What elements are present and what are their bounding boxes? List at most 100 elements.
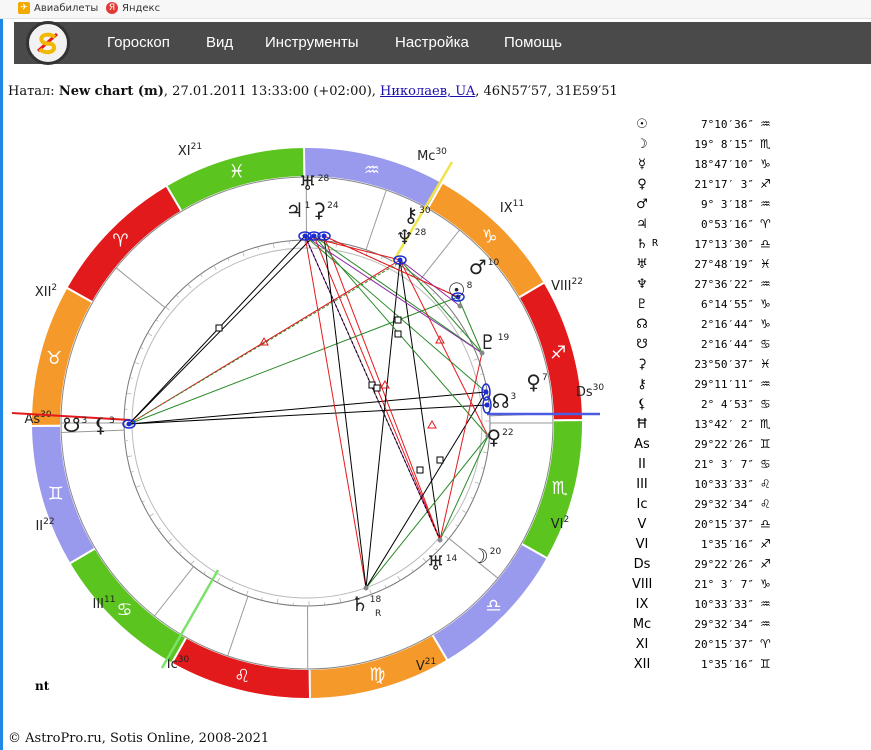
position-row: ☿ 18°47′10″ ♑ (628, 155, 868, 175)
planet-degree: 19 (498, 333, 510, 343)
degree-tick (216, 577, 221, 583)
astropro-logo[interactable] (26, 21, 70, 65)
planet-point-marker (393, 255, 407, 265)
planet-point (437, 537, 443, 543)
position-sign: ♌ (760, 497, 771, 511)
position-symbol: Mc (632, 617, 652, 632)
plane-icon: ✈ (18, 2, 30, 14)
position-symbol: ⚸ (637, 397, 647, 412)
position-degree: 27°48′19″ (694, 258, 754, 271)
degree-tick (135, 485, 141, 488)
position-row: ♆ 27°36′22″ ♒ (628, 275, 868, 295)
sign-glyph: ♑ (481, 226, 497, 247)
position-sign: ♏ (760, 137, 771, 151)
degree-tick (369, 589, 372, 595)
degree-tick (213, 265, 217, 271)
place-link[interactable]: Николаев, UA (380, 84, 476, 99)
aspect-line (399, 259, 461, 307)
aspect-square-marker (394, 316, 402, 324)
position-symbol: ♄ (636, 237, 648, 252)
position-degree: 7°10′36″ (701, 118, 754, 131)
planet-point (479, 350, 485, 356)
planet-degree: 30 (419, 206, 431, 216)
house-cusp-line (115, 267, 166, 308)
position-degree: 13°42′ 2″ (694, 418, 754, 431)
planet-point (126, 421, 132, 427)
position-sign: ♊ (760, 657, 771, 671)
position-sign: ♐ (760, 537, 771, 551)
position-degree: 29°32′34″ (694, 498, 754, 511)
position-row: Ħ 13°42′ 2″ ♏ (628, 415, 868, 435)
position-symbol: ☽ (636, 137, 648, 152)
aspect-square-marker (373, 384, 381, 392)
position-symbol: VIII (632, 577, 653, 592)
aspect-square-marker (215, 324, 223, 332)
degree-tick (411, 569, 414, 572)
planet-glyph: ♅28 (299, 171, 330, 195)
aspect-line (399, 259, 489, 437)
planet-degree: 22 (502, 428, 513, 438)
degree-tick (480, 373, 484, 375)
degree-tick (473, 358, 479, 361)
menu-tools[interactable]: Инструменты (265, 34, 359, 51)
planet-point (302, 233, 308, 239)
aspect-line (313, 235, 483, 354)
position-degree: 21° 3′ 7″ (694, 578, 754, 591)
menu-horoscope[interactable]: Гороскоп (107, 34, 170, 51)
position-sign: ♑ (760, 317, 771, 331)
sign-glyph: ♋ (116, 600, 132, 621)
degree-tick (380, 256, 383, 260)
top-navbar: Гороскоп Вид Инструменты Настройка Помощ… (14, 21, 871, 65)
planet-degree: 1 (305, 201, 311, 211)
house-degree: 30 (593, 383, 605, 393)
chart-name: New chart (m) (58, 84, 164, 99)
aspect-line (128, 296, 459, 425)
menu-view[interactable]: Вид (206, 34, 234, 51)
degree-tick (130, 471, 134, 473)
position-row: ☊ 2°16′44″ ♑ (628, 315, 868, 335)
menu-help[interactable]: Помощь (504, 34, 562, 51)
degree-tick (261, 597, 263, 601)
position-row: IX 10°33′33″ ♒ (628, 595, 868, 615)
house-label: VI2 (551, 515, 569, 532)
position-symbol: XI (635, 637, 649, 652)
house-cusp-line (448, 538, 499, 579)
position-symbol: As (634, 437, 650, 452)
house-cusp-line (61, 429, 125, 434)
position-row: ♀ 21°17′ 3″ ♐ (628, 175, 868, 195)
degree-tick (276, 598, 279, 604)
position-sign: ♐ (760, 557, 771, 571)
natal-info: Натал: New chart (m), 27.01.2011 13:33:0… (8, 84, 618, 99)
aspect-line-minor (128, 261, 401, 425)
position-degree: 29°22′26″ (694, 438, 754, 451)
retrograde-flag: R (652, 238, 659, 249)
position-degree: 1°35′16″ (701, 658, 754, 671)
planet-degree: 7 (542, 373, 548, 383)
bookmark-aviabilety[interactable]: ✈ Авиабилеты (18, 2, 98, 14)
position-degree: 1°35′16″ (701, 538, 754, 551)
aspect-line (304, 235, 367, 589)
position-sign: ♒ (760, 617, 771, 631)
position-sign: ♒ (760, 117, 771, 131)
planet-degree: 20 (490, 547, 502, 557)
aspect-trine-marker (427, 419, 437, 429)
position-sign: ♒ (760, 377, 771, 391)
planet-point-marker (482, 396, 492, 414)
position-degree: 29°32′34″ (694, 618, 754, 631)
position-sign: ♐ (760, 177, 771, 191)
yandex-icon: Я (106, 2, 118, 14)
house-label: Mc30 (417, 147, 447, 164)
planet-point-marker (481, 383, 491, 401)
degree-tick (155, 319, 159, 322)
degree-tick (134, 361, 140, 365)
bookmark-yandex[interactable]: Я Яндекс (106, 2, 160, 14)
menu-settings[interactable]: Настройка (395, 34, 469, 51)
position-symbol: Ds (633, 557, 651, 572)
degree-tick (140, 347, 144, 350)
house-degree: 21 (425, 657, 436, 667)
house-label: II22 (35, 517, 54, 534)
position-symbol: ⚳ (637, 357, 647, 372)
degree-tick (474, 481, 480, 485)
position-row: ⚸ 2° 4′53″ ♋ (628, 395, 868, 415)
aspect-square-marker (394, 330, 402, 338)
